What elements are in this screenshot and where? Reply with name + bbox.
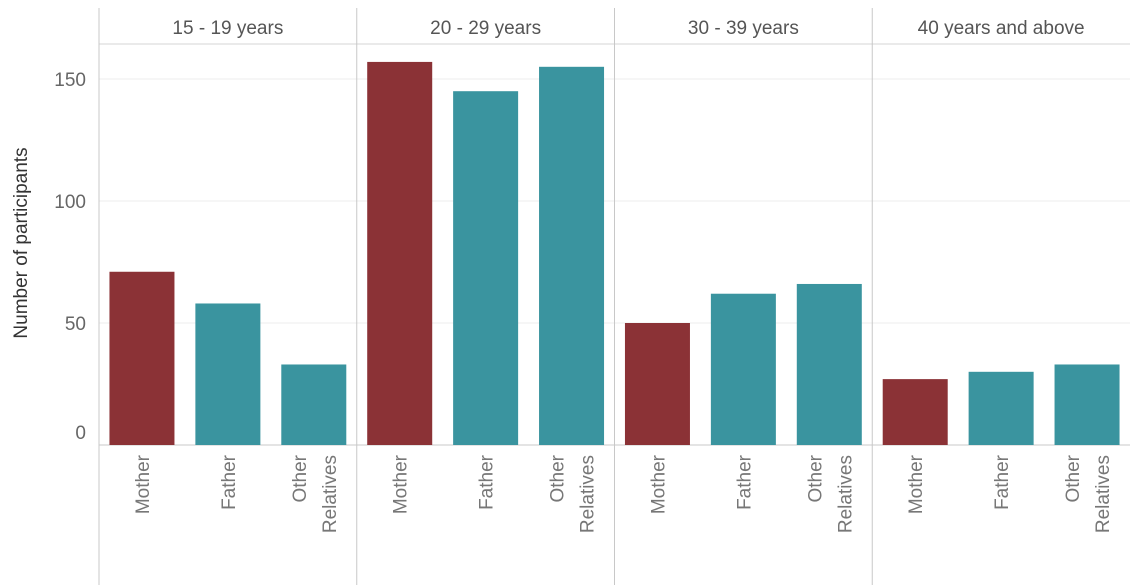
- panel-frames: [98, 8, 1130, 585]
- panel-title: 30 - 39 years: [688, 18, 799, 39]
- category-label-line: Father: [992, 454, 1013, 510]
- bar: [539, 66, 605, 446]
- category-label-line: Other: [805, 454, 826, 502]
- bar: [624, 323, 690, 445]
- category-label-line: Other: [548, 454, 569, 502]
- category-label-line: Relatives: [835, 455, 856, 533]
- panel-title: 40 years and above: [918, 18, 1085, 39]
- category-label: Mother: [906, 454, 927, 514]
- bar: [1054, 364, 1120, 445]
- category-label: Father: [992, 454, 1013, 510]
- category-label: Other Relatives: [1063, 454, 1114, 533]
- category-label-line: Mother: [648, 454, 669, 514]
- category-label: Mother: [391, 454, 412, 514]
- category-label: Mother: [648, 454, 669, 514]
- category-label-line: Mother: [906, 454, 927, 514]
- panel-title: 20 - 29 years: [430, 18, 541, 39]
- category-label-line: Other: [290, 454, 311, 502]
- category-label-line: Father: [734, 454, 755, 510]
- category-label-line: Relatives: [320, 455, 341, 533]
- bar: [281, 364, 347, 445]
- bar: [710, 293, 776, 445]
- y-tick-label: 0: [75, 423, 86, 444]
- category-label: Other Relatives: [548, 454, 599, 533]
- y-tick-label: 150: [54, 70, 86, 91]
- category-label-line: Father: [477, 454, 498, 510]
- bars: [109, 61, 1120, 446]
- bar: [968, 371, 1034, 445]
- panel-title: 15 - 19 years: [172, 18, 283, 39]
- bar: [882, 379, 948, 445]
- category-label-line: Father: [219, 454, 240, 510]
- category-label: Mother: [133, 454, 154, 514]
- category-label-line: Relatives: [1093, 455, 1114, 533]
- y-tick-label: 50: [65, 314, 86, 335]
- category-label-line: Relatives: [578, 455, 599, 533]
- category-label-line: Other: [1063, 454, 1084, 502]
- y-axis-title: Number of participants: [11, 147, 32, 338]
- category-label: Father: [477, 454, 498, 510]
- bar: [796, 283, 862, 445]
- bar: [109, 271, 175, 445]
- category-label: Other Relatives: [290, 454, 341, 533]
- category-label-line: Mother: [133, 454, 154, 514]
- y-axis-ticks: 0 50 100 150: [54, 70, 86, 444]
- category-label: Other Relatives: [805, 454, 856, 533]
- y-tick-label: 100: [54, 192, 86, 213]
- category-label-line: Mother: [391, 454, 412, 514]
- category-label: Father: [734, 454, 755, 510]
- panel-titles: 15 - 19 years 20 - 29 years 30 - 39 years 4…: [172, 18, 1084, 39]
- bar: [367, 61, 433, 446]
- category-label: Father: [219, 454, 240, 510]
- bar: [195, 303, 261, 445]
- bar: [453, 91, 519, 445]
- category-labels: Mother Father Other Relatives Mother Father Ot…: [133, 454, 1114, 533]
